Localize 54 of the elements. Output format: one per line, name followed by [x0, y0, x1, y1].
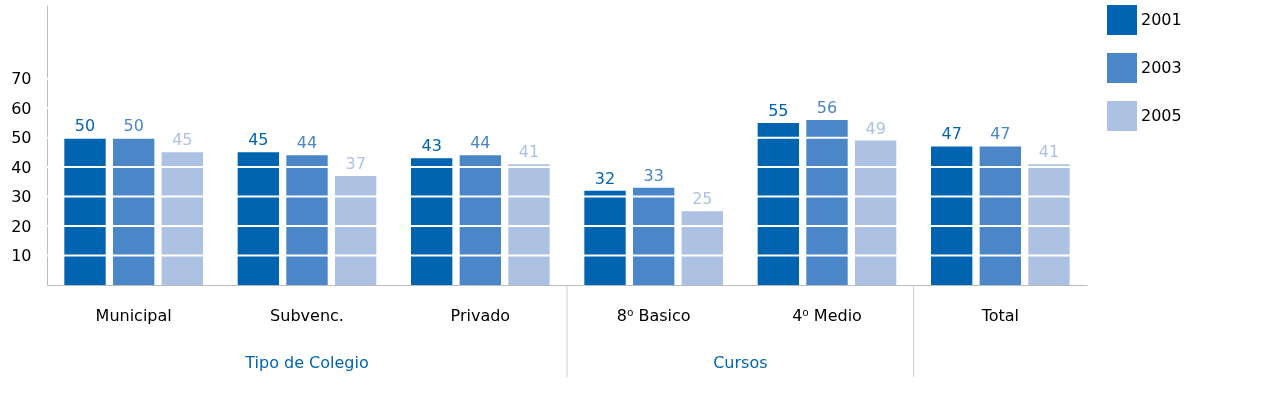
bar [112, 137, 155, 285]
y-tick-label: 40 [11, 157, 32, 177]
bar [508, 164, 550, 285]
legend-label: 2003 [1141, 58, 1182, 77]
legend-label: 2005 [1141, 106, 1182, 125]
x-tick-label: 4⁰ Medio [792, 305, 862, 325]
data-label: 44 [470, 133, 491, 153]
data-label: 45 [248, 130, 269, 150]
data-label: 56 [816, 97, 838, 117]
data-label: 25 [692, 189, 713, 209]
y-tick-label: 10 [11, 246, 32, 266]
data-label: 44 [296, 133, 318, 153]
bar [854, 140, 897, 285]
bar [584, 190, 626, 285]
data-label: 37 [345, 153, 366, 173]
y-tick-label: 70 [11, 69, 32, 89]
bar [334, 175, 377, 285]
y-tick-label: 30 [11, 187, 32, 207]
legend-label: 2001 [1141, 10, 1182, 29]
data-label: 41 [518, 142, 540, 162]
bar [64, 137, 106, 285]
bar [161, 152, 203, 285]
data-label: 47 [990, 124, 1011, 144]
text: Tipo de Colegio [244, 353, 369, 372]
x-tick-label: 8⁰ Basico [616, 305, 691, 325]
y-tick-label: 60 [11, 98, 32, 118]
x-tick-label: Total [980, 305, 1020, 325]
y-tick-label: 20 [11, 216, 32, 236]
bar [459, 155, 502, 285]
data-label: 32 [594, 168, 616, 188]
x-tick-label: Privado [450, 305, 511, 325]
bar [1028, 164, 1070, 285]
data-label: 50 [74, 115, 96, 135]
bar [632, 187, 675, 285]
data-label: 45 [172, 130, 193, 150]
data-label: 55 [768, 100, 789, 120]
bar [681, 211, 723, 285]
data-label: 43 [421, 136, 442, 156]
data-label: 41 [1038, 142, 1060, 162]
bar [411, 158, 453, 285]
bar [286, 155, 328, 285]
bar [931, 146, 973, 285]
text: Cursos [713, 353, 768, 372]
x-tick-label: Municipal [95, 305, 172, 325]
data-label: 33 [643, 165, 664, 185]
data-label: 49 [865, 118, 886, 138]
bar [806, 119, 848, 285]
bar [757, 122, 800, 285]
data-label: 50 [123, 115, 144, 135]
bar [979, 146, 1022, 285]
bar [237, 152, 280, 285]
data-label: 47 [941, 124, 962, 144]
y-tick-label: 50 [11, 128, 32, 148]
x-tick-label: Subvenc. [270, 305, 344, 325]
